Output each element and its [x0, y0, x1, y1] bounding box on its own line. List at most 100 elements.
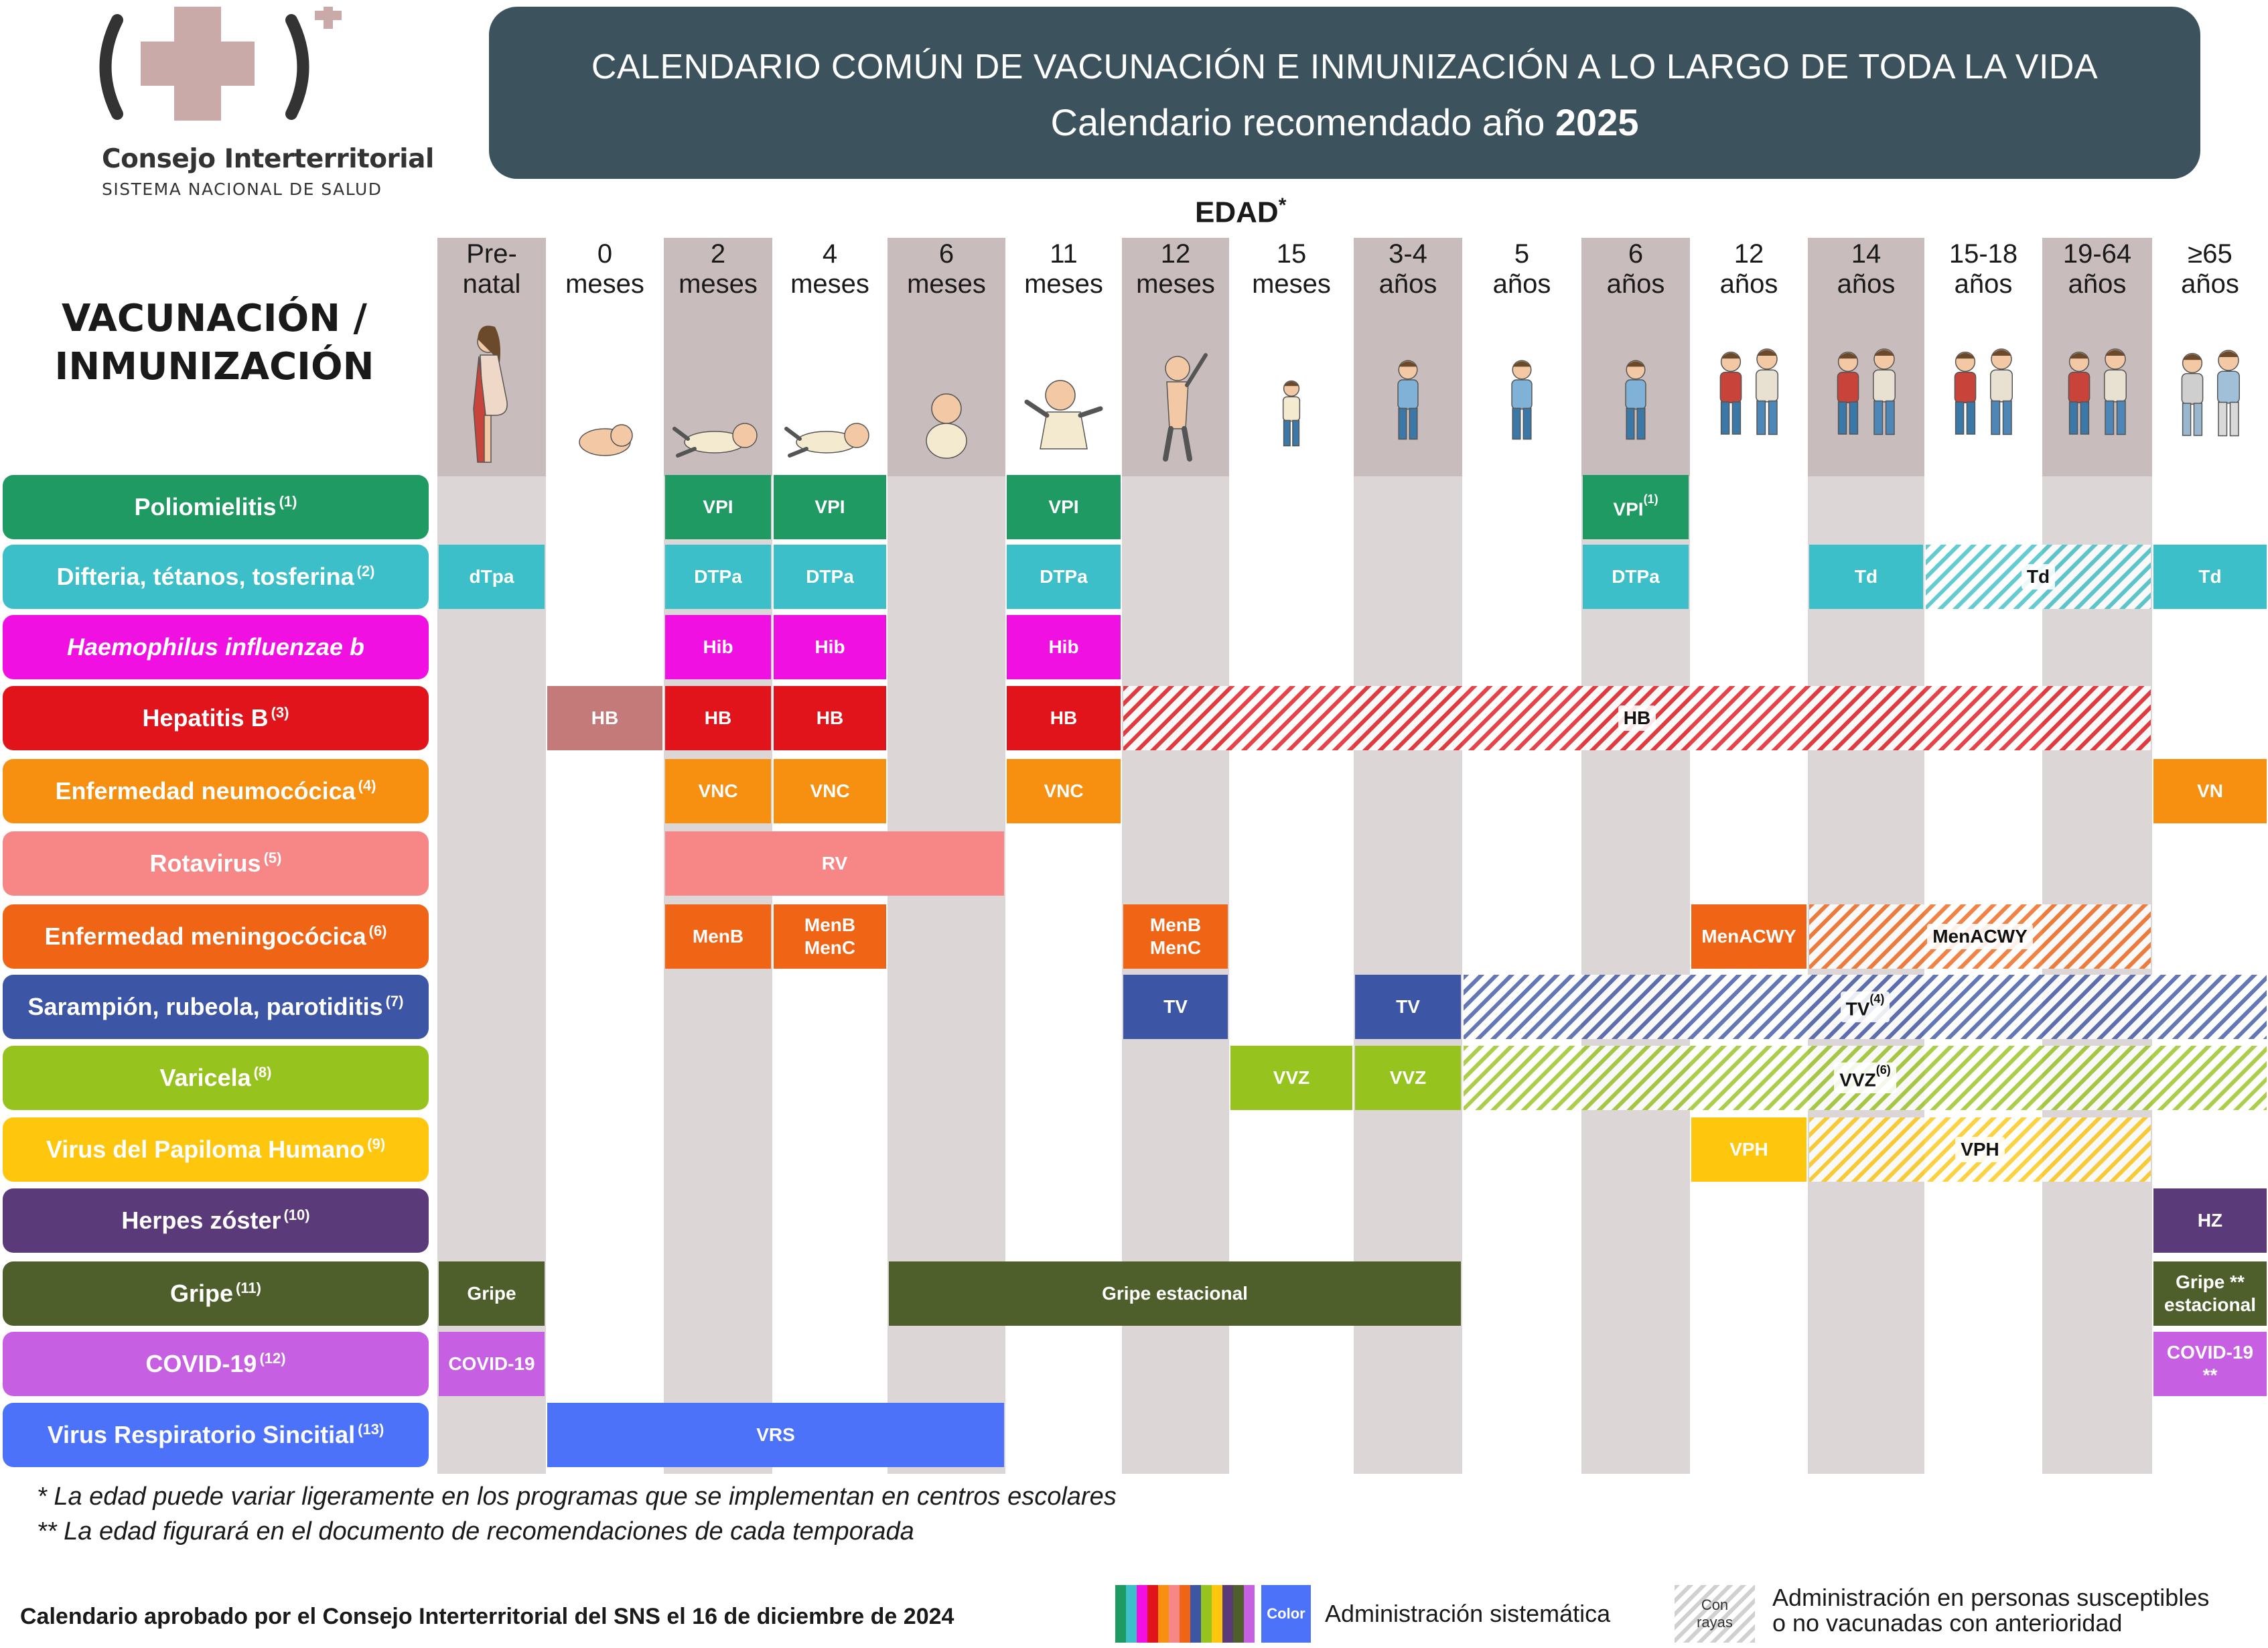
vaccine-bar-label: VNC	[1038, 778, 1088, 804]
vaccine-bar-footnote: (1)	[1643, 492, 1658, 506]
vaccine-name: Virus del Papiloma Humano	[46, 1136, 365, 1163]
age-column-label: 3-4 años	[1354, 239, 1462, 313]
vaccine-row-label-virus-del-papiloma-humano: Virus del Papiloma Humano (9)	[3, 1117, 429, 1182]
legend-swatch	[1126, 1585, 1137, 1643]
vaccine-bar-gripe: Gripe estacional	[889, 1261, 1461, 1326]
vaccine-bar-sarampion-rubeola-parotiditis: TV	[1123, 975, 1228, 1039]
vaccine-bar-difteria-tetanos-tosferina: dTpa	[439, 545, 545, 609]
vaccine-footnote-ref: (7)	[385, 993, 404, 1010]
adults-icon	[2068, 348, 2127, 435]
vaccine-bar-hepatitis-b: HB	[547, 686, 662, 750]
vaccine-bar-varicela: VVZ	[1355, 1046, 1461, 1110]
vaccine-bar-label: Hib	[697, 634, 738, 660]
age-column-label: 15 meses	[1229, 239, 1354, 313]
vaccine-bar-label: MenACWY	[1696, 924, 1802, 949]
vaccine-bar-text: VVZ	[1389, 1067, 1427, 1088]
vaccine-bar-label: TV(4)	[1840, 991, 1890, 1022]
vaccine-bar-difteria-tetanos-tosferina: DTPa	[774, 545, 886, 609]
vaccine-bar-hepatitis-b: HB	[1123, 686, 2151, 750]
vaccine-bar-text: Hib	[703, 636, 733, 657]
age-column-label: 6 meses	[888, 239, 1005, 313]
vaccine-bar-text: MenB MenC	[804, 914, 856, 958]
vaccine-footnote-ref: (9)	[367, 1136, 386, 1152]
vaccine-bar-text: HB	[704, 707, 732, 728]
age-column-label: 4 meses	[772, 239, 888, 313]
vaccine-footnote-ref: (1)	[279, 493, 297, 510]
vaccine-bar-enfermedad-meningococica: MenACWY	[1691, 904, 1806, 969]
vaccine-bar-text: TV	[1396, 996, 1420, 1017]
vaccine-bar-text: Td	[1854, 566, 1878, 587]
vaccine-bar-label: DTPa	[800, 564, 859, 590]
logo: Consejo Interterritorial SISTEMA NACIONA…	[87, 2, 434, 201]
age-column-unit: años	[1954, 269, 2013, 299]
subtitle-year: 2025	[1555, 101, 1639, 143]
legend-stripe-text-line1: Administración en personas susceptibles	[1772, 1584, 2210, 1611]
age-column-unit: natal	[462, 269, 521, 299]
vaccine-bar-text: MenACWY	[1932, 926, 2028, 947]
vaccine-name: Poliomielitis	[134, 493, 277, 521]
subtitle-prefix: Calendario recomendado año	[1050, 101, 1555, 143]
age-column-label: Pre-natal	[437, 239, 546, 313]
vaccine-bar-text: VNC	[1044, 780, 1084, 801]
age-column-value: 6	[938, 239, 954, 269]
vaccine-row-label-virus-respiratorio-sincitial: Virus Respiratorio Sincitial (13)	[3, 1403, 429, 1467]
legend-stripe-text: Administración en personas susceptibles …	[1772, 1585, 2209, 1636]
vaccine-bar-text: MenB MenC	[1149, 914, 1202, 958]
vaccine-bar-label: VVZ	[1268, 1065, 1315, 1091]
vaccine-row-label-varicela: Varicela (8)	[3, 1046, 429, 1110]
age-header-mark: *	[1278, 194, 1287, 216]
vaccine-bar-difteria-tetanos-tosferina: Td	[2153, 545, 2267, 609]
baby-crawling-icon	[1024, 380, 1103, 450]
vaccine-bar-footnote: (4)	[1869, 992, 1885, 1006]
vaccine-bar-text: VPH	[1961, 1139, 1999, 1160]
vaccine-bar-poliomielitis: VPI(1)	[1583, 475, 1689, 539]
vaccine-bar-label: HB	[1618, 705, 1656, 731]
vaccine-bar-text: dTpa	[469, 566, 514, 587]
vaccine-bar-enfermedad-neumococica: VNC	[774, 759, 886, 823]
vaccine-bar-footnote: (6)	[1875, 1063, 1891, 1077]
vaccine-bar-text: RV	[821, 853, 848, 874]
vaccine-bar-sarampion-rubeola-parotiditis: TV(4)	[1464, 975, 2267, 1039]
age-column-value: 15	[1276, 239, 1307, 269]
vaccine-bar-enfermedad-meningococica: MenB MenC	[774, 904, 886, 969]
vaccine-name: COVID-19	[145, 1350, 257, 1377]
vaccine-bar-label: Td	[1849, 564, 1883, 590]
legend-swatch	[1222, 1585, 1233, 1643]
legend-swatch	[1169, 1585, 1180, 1643]
column-background	[1354, 238, 1462, 476]
legend-swatch	[1201, 1585, 1212, 1643]
vaccine-bar-label: VPH	[1724, 1137, 1774, 1162]
vaccine-bar-label: VPI	[697, 494, 738, 520]
baby-lying-icon	[672, 423, 758, 458]
vaccine-row-label-herpes-zoster: Herpes zóster (10)	[3, 1188, 429, 1253]
vaccine-bar-label: Hib	[809, 634, 850, 660]
vaccine-footnote-ref: (11)	[236, 1280, 261, 1296]
vaccine-bar-text: VRS	[756, 1424, 795, 1445]
vaccine-bar-enfermedad-neumococica: VN	[2153, 759, 2267, 823]
legend-color-swatches	[1115, 1585, 1255, 1643]
vaccine-bar-label: DTPa	[689, 564, 748, 590]
vaccine-header-line2: INMUNIZACIÓN	[54, 345, 374, 389]
vaccine-bar-text: HB	[816, 707, 844, 728]
vaccine-bar-text: TV	[1163, 996, 1188, 1017]
column-background	[2042, 238, 2152, 476]
vaccine-footnote-ref: (12)	[259, 1350, 286, 1367]
age-column-value: ≥65	[2188, 239, 2232, 269]
baby-sitting-icon	[926, 393, 967, 459]
vaccine-bar-text: COVID-19	[448, 1353, 535, 1374]
vaccine-bar-text: DTPa	[806, 566, 854, 587]
vaccine-bar-text: VPI	[814, 496, 845, 517]
elderly-icon	[2181, 350, 2240, 437]
age-column-label: 0 meses	[546, 239, 664, 313]
vaccine-bar-label: RV	[817, 851, 853, 876]
vaccine-name: Gripe	[170, 1280, 234, 1307]
vaccine-bar-text: Hib	[814, 636, 845, 657]
vaccine-row-label-sarampion-rubeola-parotiditis: Sarampión, rubeola, parotiditis (7)	[3, 975, 429, 1039]
vaccine-bar-label: COVID-19 **	[2153, 1340, 2267, 1388]
vaccine-bar-haemophilus-influenzae-b: Hib	[665, 615, 771, 679]
preteens-icon	[1719, 348, 1778, 435]
legend-stripe-box-label: Con rayas	[1697, 1596, 1733, 1631]
vaccine-bar-text: VVZ	[1839, 1069, 1876, 1091]
vaccine-bar-hepatitis-b: HB	[774, 686, 886, 750]
vaccine-bar-haemophilus-influenzae-b: Hib	[1007, 615, 1121, 679]
